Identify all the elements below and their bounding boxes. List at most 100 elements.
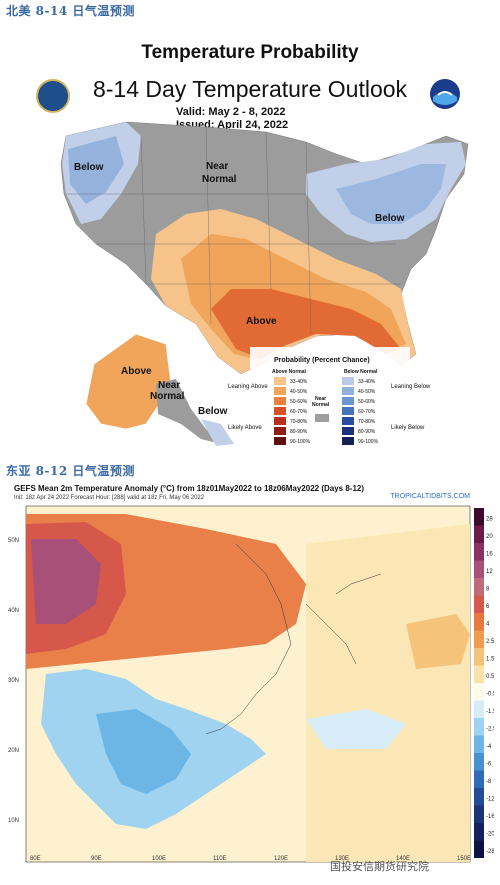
legend-below-bin: 40-50%: [358, 389, 376, 395]
colorbar-segment: [474, 560, 484, 578]
hot-core: [31, 539, 101, 624]
legend-leaning-below: Leaning Below: [391, 384, 431, 390]
gefs-panel: GEFS Mean 2m Temperature Anomaly (°C) fr…: [6, 484, 494, 864]
legend-below-swatch: [342, 417, 354, 425]
colorbar-segment: [474, 840, 484, 858]
map-title: Temperature Probability: [141, 42, 359, 63]
legend-near-1: Near: [315, 396, 326, 402]
colorbar-segment: [474, 613, 484, 631]
colorbar-segment: [474, 700, 484, 718]
lon-label: 110E: [213, 856, 227, 862]
colorbar-segment: [474, 648, 484, 666]
below-east-inner: [336, 164, 446, 224]
east-asia-anomaly-map: 50N 40N 30N 20N 10N 80E 90E 100E 110E 120E 130E 14…: [8, 505, 494, 863]
legend-above-bin: 80-90%: [290, 429, 308, 435]
label-below-alaska: Below: [198, 406, 228, 417]
label-near-normal-2: Normal: [202, 174, 237, 185]
colorbar-segment: [474, 823, 484, 841]
colorbar-segment: [474, 543, 484, 561]
legend-below-swatch: [342, 397, 354, 405]
colorbar-label: -16: [486, 814, 494, 820]
label-near-alaska-2: Normal: [150, 391, 185, 402]
colorbar-segment: [474, 595, 484, 613]
colorbar-segment: [474, 735, 484, 753]
legend-likely-above: Likely Above: [228, 425, 262, 431]
watermark: 国投安信期货研究院: [330, 860, 429, 873]
pacific-cool: [306, 709, 406, 749]
colorbar-segment: [474, 578, 484, 596]
legend-above-bin: 90-100%: [290, 439, 311, 445]
colorbar-segment: [474, 683, 484, 701]
legend-near-2: Normal: [312, 402, 330, 408]
colorbar-label: -1.5: [486, 709, 494, 715]
colorbar-label: -8: [486, 779, 492, 785]
legend-above-bin: 70-80%: [290, 419, 308, 425]
legend-above-swatch: [274, 387, 286, 395]
probability-legend: Probability (Percent Chance) Above Norma…: [228, 347, 431, 453]
legend-below-bin: 90-100%: [358, 439, 379, 445]
colorbar-label: -2.5: [486, 726, 494, 732]
legend-below-head: Below Normal: [344, 369, 378, 375]
lat-label: 10N: [8, 818, 19, 824]
legend-above-swatch: [274, 377, 286, 385]
lon-label: 100E: [152, 856, 166, 862]
colorbar-segment: [474, 805, 484, 823]
label-below-west: Below: [74, 162, 104, 173]
alaska-above: [85, 333, 172, 430]
pacific-pale: [306, 524, 470, 862]
gefs-init-line: Init: 18z Apr 24 2022 Forecast Hour: [28…: [14, 495, 205, 501]
colorbar-label: -20: [486, 831, 494, 837]
colorbar-segment: [474, 630, 484, 648]
doc-seal-logo: [36, 79, 70, 113]
legend-above-swatch: [274, 397, 286, 405]
lat-label: 20N: [8, 748, 19, 754]
lon-label: 150E: [457, 856, 471, 862]
legend-above-swatch: [274, 417, 286, 425]
colorbar-label: 6: [486, 604, 490, 610]
legend-above-bin: 50-60%: [290, 399, 308, 405]
colorbar-segment: [474, 508, 484, 526]
legend-below-bin: 50-60%: [358, 399, 376, 405]
colorbar-label: 4: [486, 621, 490, 627]
label-above-south: Above: [246, 316, 277, 327]
colorbar-segment: [474, 788, 484, 806]
cpc-outlook-panel: Temperature Probability 8-14 Day Tempera…: [6, 24, 494, 456]
legend-below-bin: 33-40%: [358, 379, 376, 385]
lat-label: 30N: [8, 678, 19, 684]
section-title-east-asia: 东亚 8-12 日气温预测: [6, 464, 135, 478]
lon-label: 120E: [274, 856, 288, 862]
lon-label: 140E: [396, 856, 410, 862]
colorbar-label: 12: [486, 569, 493, 575]
legend-title: Probability (Percent Chance): [274, 357, 370, 364]
legend-below-bin: 70-80%: [358, 419, 376, 425]
site-credit: TROPICALTIDBITS.COM: [390, 493, 470, 500]
colorbar-label: -12: [486, 796, 494, 802]
lon-label: 90E: [91, 856, 102, 862]
legend-near-swatch: [315, 414, 329, 422]
pacific-warm: [406, 614, 470, 669]
lon-label: 130E: [335, 856, 349, 862]
colorbar-label: -28: [486, 849, 494, 855]
colorbar-segment: [474, 753, 484, 771]
label-below-east: Below: [375, 213, 405, 224]
alaska-below: [201, 419, 234, 446]
us-outlook-map: Below Near Normal Below Above Above Near…: [60, 121, 469, 453]
noaa-logo: [430, 79, 460, 109]
cool-core: [96, 709, 191, 794]
colorbar-segment: [474, 525, 484, 543]
map-subtitle: 8-14 Day Temperature Outlook: [92, 76, 408, 102]
legend-likely-below: Likely Below: [391, 425, 425, 431]
colorbar-label: 8: [486, 586, 490, 592]
colorbar-label: -4: [486, 744, 492, 750]
legend-above-head: Above Normal: [272, 369, 307, 375]
legend-leaning-above: Leaning Above: [228, 384, 268, 390]
legend-below-bin: 80-90%: [358, 429, 376, 435]
below-west-inner: [68, 136, 124, 204]
colorbar-segment: [474, 718, 484, 736]
colorbar-label: 28: [486, 516, 493, 522]
colorbar-label: 0.5: [486, 674, 494, 680]
lat-label: 40N: [8, 608, 19, 614]
legend-below-swatch: [342, 407, 354, 415]
label-near-normal-1: Near: [206, 161, 228, 172]
label-above-alaska: Above: [121, 366, 152, 377]
